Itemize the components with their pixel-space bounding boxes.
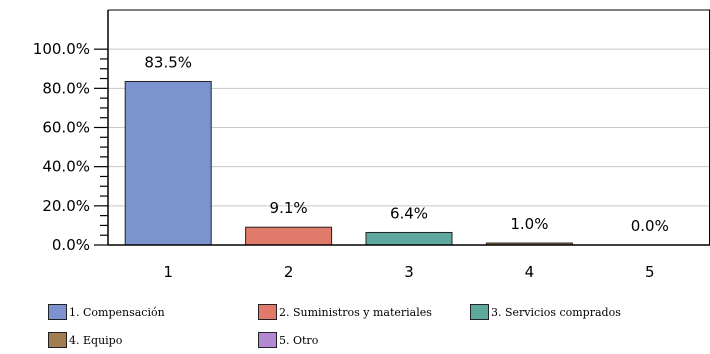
legend-swatch-2 [258,304,277,320]
bar-2 [245,226,333,246]
x-category-label-4: 4 [525,263,535,281]
legend-item-suministros: 2. Suministros y materiales [258,304,432,320]
x-category-label-3: 3 [404,263,414,281]
legend-label-2: 2. Suministros y materiales [279,305,432,319]
legend-item-otro: 5. Otro [258,332,318,348]
y-tick-label-2: 40.0% [42,158,90,176]
y-tick-label-3: 60.0% [42,119,90,137]
legend-label-3: 3. Servicios comprados [491,305,621,319]
x-category-label-2: 2 [284,263,294,281]
data-label-2: 9.1% [270,199,308,217]
legend-swatch-3 [470,304,489,320]
legend-label-1: 1. Compensación [69,305,165,319]
legend-item-equipo: 4. Equipo [48,332,122,348]
x-category-label-1: 1 [163,263,173,281]
y-tick-label-0: 0.0% [52,236,90,254]
x-category-label-5: 5 [645,263,655,281]
legend-swatch-1 [48,304,67,320]
bar-1 [124,80,212,246]
bar-3 [365,231,453,246]
legend-label-4: 4. Equipo [69,333,123,347]
data-label-3: 6.4% [390,204,428,222]
data-label-5: 0.0% [631,217,669,235]
legend-swatch-5 [258,332,277,348]
legend-swatch-4 [48,332,67,348]
y-tick-label-1: 20.0% [42,197,90,215]
y-tick-label-4: 80.0% [42,79,90,97]
legend-item-servicios: 3. Servicios comprados [470,304,621,320]
y-tick-label-5: 100.0% [33,40,90,58]
legend-label-5: 5. Otro [279,333,319,347]
bar-chart: 0.0%20.0%40.0%60.0%80.0%100.0%183.5%29.1… [33,9,710,281]
legend-item-compensacion: 1. Compensación [48,304,165,320]
data-label-1: 83.5% [144,53,192,71]
data-label-4: 1.0% [510,215,548,233]
